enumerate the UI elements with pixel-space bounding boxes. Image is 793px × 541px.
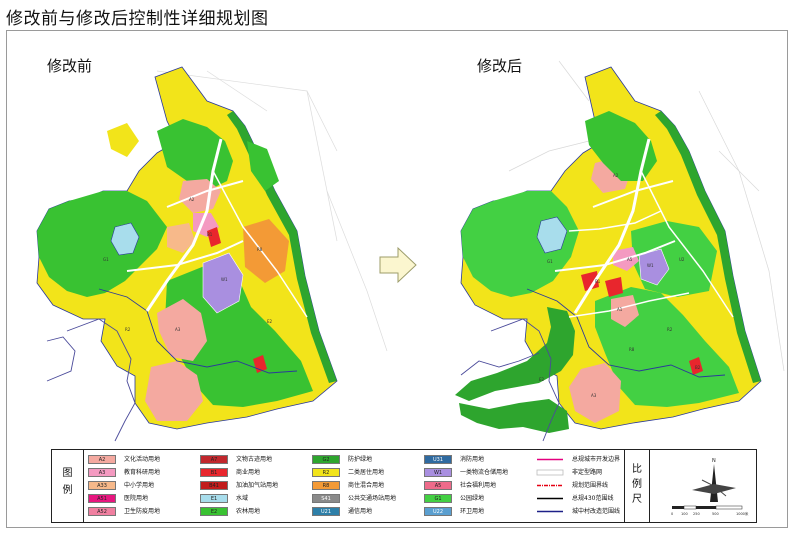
svg-text:G1: G1 [103,257,109,262]
svg-text:W1: W1 [221,277,228,282]
svg-text:A1: A1 [617,307,623,312]
river-edge [46,318,136,442]
svg-text:R2: R2 [125,327,131,332]
svg-text:250: 250 [693,512,700,516]
svg-text:A2: A2 [189,197,195,202]
svg-text:N: N [712,458,716,464]
map-before-panel[interactable]: 修改前 [7,31,397,443]
svg-text:W1: W1 [647,263,654,268]
map-after-label: 修改后 [477,57,523,75]
map-before-parcel-labels: G1 A2 W1 A3 R8 R2 E2 B1 [103,197,273,332]
svg-text:U2: U2 [679,257,685,262]
map-after-parcel-labels: G1 A2 W1 A3 B1 R2 A1 B2 E2 A5 U2 R8 [539,173,701,398]
legend-line-swatch [536,469,564,476]
planning-area [36,66,338,430]
map-after-panel[interactable]: 修改后 [399,31,789,443]
faint-road-network [156,70,388,352]
planning-area [455,66,762,433]
legend-line-swatch [537,484,563,487]
svg-text:500: 500 [712,512,719,516]
svg-text:1000米: 1000米 [736,511,749,516]
svg-text:E2: E2 [267,319,273,324]
svg-text:A2: A2 [613,173,619,178]
legend-side-label: 图 例 [52,450,84,522]
svg-text:B1: B1 [595,279,601,284]
svg-text:0: 0 [671,512,673,516]
svg-text:E2: E2 [539,377,545,382]
svg-text:B2: B2 [695,365,701,370]
map-frame: 修改前 [6,30,788,528]
north-arrow-icon: N 0 100 250 500 1000米 [671,458,749,516]
map-before-svg: G1 A2 W1 A3 R8 R2 E2 B1 [36,66,388,442]
faint-road-network [498,60,785,372]
scale-bar: N 0 100 250 500 1000米 [652,450,756,522]
svg-text:R2: R2 [667,327,673,332]
legend-line-swatch [537,497,563,500]
map-after-svg: G1 A2 W1 A3 B1 R2 A1 B2 E2 A5 U2 R8 [455,60,785,442]
river-edge [460,318,560,442]
svg-text:A3: A3 [175,327,181,332]
legend: 图 例 A2 文化活动用地 A3 教育科研用地 A33 中小学用地 A51 医院用地 A… [51,449,757,523]
legend-line-swatch [537,458,563,461]
svg-text:B1: B1 [207,232,213,237]
scale-side-label: 比 例 尺 [624,450,650,522]
svg-text:R8: R8 [257,247,263,252]
svg-text:100: 100 [681,512,688,516]
svg-text:A5: A5 [627,257,633,262]
legend-grid: A2 文化活动用地 A3 教育科研用地 A33 中小学用地 A51 医院用地 A52 卫生… [88,453,648,521]
page-title: 修改前与修改后控制性详细规划图 [6,9,269,29]
svg-text:G1: G1 [547,259,553,264]
svg-text:A3: A3 [591,393,597,398]
svg-text:R8: R8 [629,347,635,352]
arrow-right-icon [379,246,417,284]
legend-line-swatch [537,510,563,513]
map-before-label: 修改前 [47,57,93,75]
